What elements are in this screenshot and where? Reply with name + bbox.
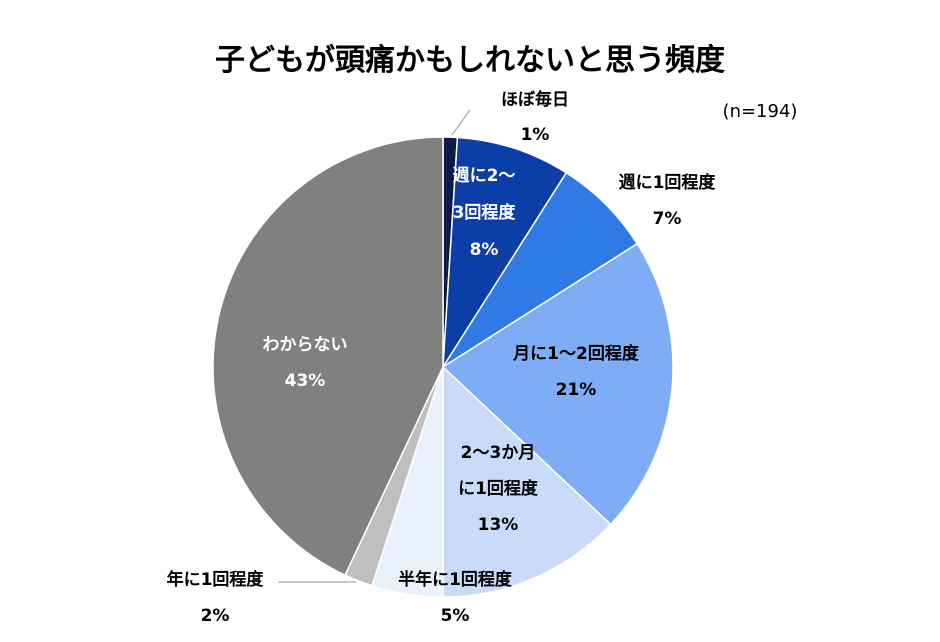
slice-category-label: 2～3か月: [461, 443, 536, 463]
slice-value-label: 8%: [470, 240, 499, 260]
slice-category-label: 半年に1回程度: [398, 569, 513, 590]
pie-slices: [212, 136, 674, 598]
slice-category-label: わからない: [263, 335, 348, 355]
pie-slice-4: [441, 242, 674, 526]
slice-category-label: 年に1回程度: [167, 569, 265, 590]
leader-line: [451, 109, 471, 136]
pie-slice-8: [212, 136, 444, 577]
slice-value-label: 21%: [556, 380, 597, 400]
slice-value-label: 43%: [285, 371, 326, 391]
slice-category-label: ほぼ毎日: [501, 89, 569, 110]
slice-value-label: 7%: [653, 209, 682, 229]
slice-category-label: 月に1～2回程度: [512, 343, 640, 364]
slice-category-label: 週に2～: [453, 166, 516, 186]
leader-lines: [278, 109, 471, 583]
pie-slice-5: [442, 365, 612, 598]
slice-category-label: に1回程度: [458, 478, 539, 499]
pie-slice-2: [442, 136, 568, 368]
slice-labels: ほぼ毎日 1% 週に2～ 3回程度 8% 週に1回程度 7% 月に1～2回程度 21% 2～3か月…: [167, 89, 717, 626]
chart-title: 子どもが頭痛かもしれないと思う頻度: [215, 43, 725, 78]
slice-category-label: 週に1回程度: [619, 172, 717, 193]
slice-value-label: 2%: [201, 606, 230, 626]
slice-value-label: 13%: [478, 515, 519, 535]
slice-value-label: 5%: [441, 606, 470, 626]
sample-size-note: (n=194): [723, 101, 798, 122]
slice-value-label: 1%: [521, 125, 550, 145]
slice-category-label: 3回程度: [453, 202, 517, 223]
pie-slice-3: [442, 171, 639, 368]
